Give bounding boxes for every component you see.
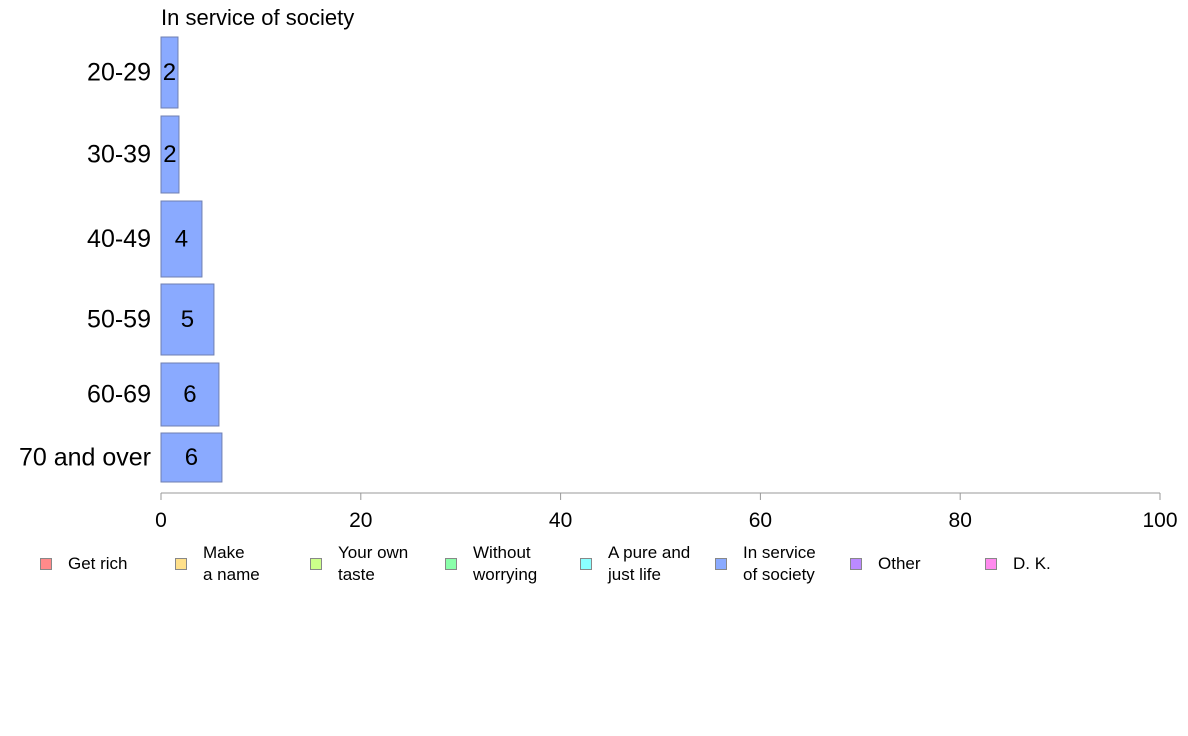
bar-chart: In service of society 2 20-29 2 30-39 4 40-49…	[19, 5, 1178, 532]
legend-label: A pure and just life	[608, 543, 691, 584]
chart-title: In service of society	[161, 5, 354, 30]
legend-swatch	[40, 558, 52, 570]
x-tick-label: 20	[349, 509, 372, 532]
x-tick-label: 0	[155, 509, 167, 532]
legend-label: Get rich	[68, 554, 128, 573]
legend-item: D. K.	[985, 540, 1051, 588]
legend-swatch	[445, 558, 457, 570]
legend-swatch	[580, 558, 592, 570]
data-label: 2	[163, 59, 176, 86]
data-label: 6	[183, 381, 196, 408]
bar-60-69	[160, 362, 220, 427]
legend-item: A pure and just life	[580, 540, 690, 588]
legend-item: Get rich	[40, 540, 128, 588]
bar-30-39	[160, 115, 180, 194]
legend-item: Other	[850, 540, 921, 588]
data-label: 4	[175, 226, 188, 253]
category-label: 50-59	[87, 306, 151, 334]
legend-label: Make a name	[203, 543, 260, 584]
legend-item: Make a name	[175, 540, 260, 588]
bar-70-and-over	[160, 432, 223, 483]
legend-label: Other	[878, 554, 921, 573]
legend-swatch	[985, 558, 997, 570]
data-label: 6	[185, 444, 198, 471]
legend-swatch	[175, 558, 187, 570]
x-tick-label: 80	[949, 509, 972, 532]
category-label: 40-49	[87, 225, 151, 253]
legend: Get rich Make a name Your own taste Without…	[0, 540, 1188, 590]
legend-label: D. K.	[1013, 554, 1051, 573]
legend-swatch	[310, 558, 322, 570]
bars-layer: 2 20-29 2 30-39 4 40-49 5 50-59 6 60-69 6 70 and ov…	[19, 36, 223, 483]
category-label: 60-69	[87, 381, 151, 409]
legend-label: Without worrying	[473, 543, 538, 584]
legend-item: In service of society	[715, 540, 816, 588]
category-label: 70 and over	[19, 444, 151, 472]
x-tick-label: 40	[549, 509, 572, 532]
bar-50-59	[160, 283, 215, 356]
legend-swatch	[850, 558, 862, 570]
data-label: 2	[163, 141, 176, 168]
data-label: 5	[181, 306, 194, 333]
legend-swatch	[715, 558, 727, 570]
x-tick-label: 100	[1142, 509, 1177, 532]
bar-20-29	[160, 36, 179, 109]
legend-item: Your own taste	[310, 540, 408, 588]
x-tick-label: 60	[749, 509, 772, 532]
category-label: 30-39	[87, 141, 151, 169]
legend-label: In service of society	[743, 543, 816, 584]
category-label: 20-29	[87, 59, 151, 87]
bar-40-49	[160, 200, 203, 278]
x-axis: 0 20 40 60 80 100	[155, 492, 1178, 532]
legend-item: Without worrying	[445, 540, 537, 588]
legend-label: Your own taste	[338, 543, 409, 584]
